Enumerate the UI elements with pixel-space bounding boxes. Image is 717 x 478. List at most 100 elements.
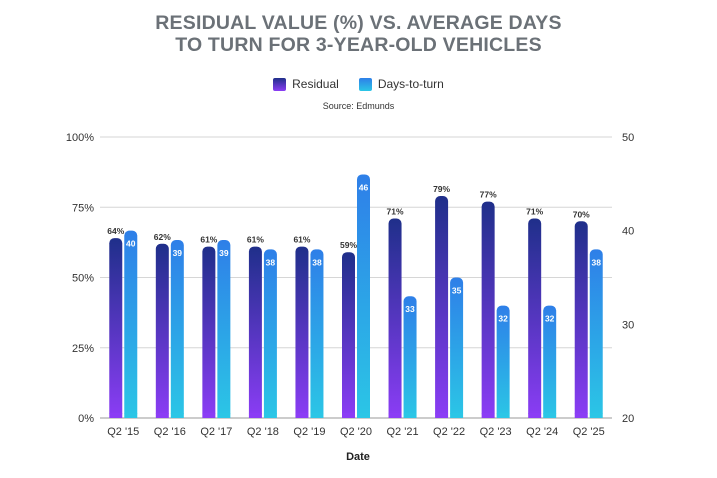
bar-days-to-turn: [124, 230, 138, 418]
x-tick-label: Q2 '25: [573, 426, 605, 438]
y-left-tick-label: 75%: [72, 202, 94, 214]
bar-days-to-turn-base: [450, 413, 464, 418]
data-label-residual: 71%: [387, 206, 404, 216]
y-left-tick-label: 100%: [66, 132, 94, 144]
data-label-residual: 61%: [200, 235, 217, 245]
bar-residual: [248, 246, 262, 418]
bar-residual: [155, 243, 169, 418]
bar-days-to-turn-base: [170, 413, 184, 418]
x-tick-label: Q2 '19: [293, 426, 325, 438]
data-label-days-to-turn: 32: [545, 314, 555, 324]
data-label-days-to-turn: 38: [591, 257, 601, 267]
data-label-days-to-turn: 33: [405, 304, 415, 314]
x-tick-label: Q2 '15: [107, 426, 139, 438]
data-label-residual: 79%: [433, 184, 450, 194]
bar-residual: [435, 196, 449, 418]
bar-days-to-turn-base: [357, 413, 370, 418]
y-right-tick-label: 50: [622, 132, 634, 144]
chart-title-line-1: RESIDUAL VALUE (%) VS. AVERAGE DAYS: [155, 12, 562, 34]
data-label-days-to-turn: 40: [126, 239, 136, 249]
data-label-days-to-turn: 38: [312, 257, 322, 267]
data-label-days-to-turn: 38: [266, 257, 276, 267]
bar-residual-base: [528, 413, 542, 418]
data-label-residual: 62%: [154, 232, 171, 242]
data-label-residual: 59%: [340, 240, 357, 250]
bar-days-to-turn: [263, 249, 277, 418]
bar-residual-base: [435, 413, 449, 418]
bar-days-to-turn: [357, 174, 370, 418]
bar-residual: [574, 221, 588, 418]
x-tick-label: Q2 '21: [387, 426, 419, 438]
y-right-tick-label: 20: [622, 413, 634, 425]
bar-residual-base: [342, 413, 355, 418]
bar-residual-base: [388, 413, 402, 418]
bar-days-to-turn-base: [217, 413, 231, 418]
bar-residual-base: [574, 413, 588, 418]
x-tick-label: Q2 '23: [480, 426, 512, 438]
bar-days-to-turn: [310, 249, 324, 418]
x-tick-label: Q2 '24: [526, 426, 558, 438]
bar-residual-base: [109, 413, 123, 418]
y-left-tick-label: 25%: [72, 343, 94, 355]
x-axis-title: Date: [346, 451, 370, 463]
data-label-days-to-turn: 32: [498, 314, 508, 324]
legend-label-days-to-turn: Days-to-turn: [377, 77, 444, 91]
bar-days-to-turn-base: [543, 413, 557, 418]
bar-days-to-turn: [217, 240, 231, 418]
x-tick-label: Q2 '20: [340, 426, 372, 438]
data-label-days-to-turn: 35: [452, 286, 462, 296]
data-label-residual: 61%: [247, 235, 264, 245]
bar-residual: [528, 218, 542, 418]
y-right-tick-label: 30: [622, 319, 634, 331]
bar-days-to-turn-base: [589, 413, 603, 418]
bar-days-to-turn-base: [263, 413, 277, 418]
legend-swatch-days-to-turn: [358, 77, 372, 91]
bar-days-to-turn-base: [310, 413, 324, 418]
legend-label-residual: Residual: [292, 77, 339, 91]
data-label-days-to-turn: 39: [219, 248, 229, 258]
chart-title: RESIDUAL VALUE (%) VS. AVERAGE DAYS TO T…: [0, 12, 717, 56]
bar-residual: [388, 218, 402, 418]
bar-residual-base: [248, 413, 262, 418]
legend-item-days-to-turn: Days-to-turn: [358, 77, 444, 91]
data-label-residual: 70%: [573, 209, 590, 219]
data-label-residual: 61%: [293, 235, 310, 245]
legend-item-residual: Residual: [273, 77, 339, 91]
x-tick-label: Q2 '22: [433, 426, 465, 438]
bar-days-to-turn-base: [496, 413, 510, 418]
data-label-days-to-turn: 46: [359, 182, 369, 192]
bar-residual-base: [202, 413, 216, 418]
bar-residual-base: [155, 413, 169, 418]
bar-days-to-turn: [543, 305, 557, 418]
bar-residual: [109, 238, 123, 418]
bar-residual: [202, 246, 216, 418]
bar-days-to-turn-base: [403, 413, 417, 418]
bar-days-to-turn: [403, 296, 417, 418]
legend: Residual Days-to-turn: [0, 77, 717, 91]
bar-days-to-turn: [496, 305, 510, 418]
x-tick-label: Q2 '18: [247, 426, 279, 438]
data-label-days-to-turn: 39: [173, 248, 183, 258]
bar-days-to-turn: [450, 277, 464, 418]
data-label-residual: 77%: [480, 190, 497, 200]
bar-residual: [481, 201, 495, 418]
x-tick-label: Q2 '17: [200, 426, 232, 438]
source-note: Source: Edmunds: [322, 101, 395, 111]
bar-days-to-turn-base: [124, 413, 138, 418]
bar-residual: [342, 252, 355, 418]
bar-residual-base: [295, 413, 309, 418]
data-label-residual: 71%: [526, 206, 543, 216]
y-left-tick-label: 0%: [78, 413, 94, 425]
bar-days-to-turn: [170, 240, 184, 418]
chart-title-line-2: TO TURN FOR 3-YEAR-OLD VEHICLES: [175, 34, 542, 56]
data-label-residual: 64%: [107, 226, 124, 236]
bar-days-to-turn: [589, 249, 603, 418]
legend-swatch-residual: [273, 77, 287, 91]
bar-residual-base: [481, 413, 495, 418]
y-left-tick-label: 50%: [72, 273, 94, 285]
x-tick-label: Q2 '16: [154, 426, 186, 438]
y-right-tick-label: 40: [622, 226, 634, 238]
bar-residual: [295, 246, 309, 418]
